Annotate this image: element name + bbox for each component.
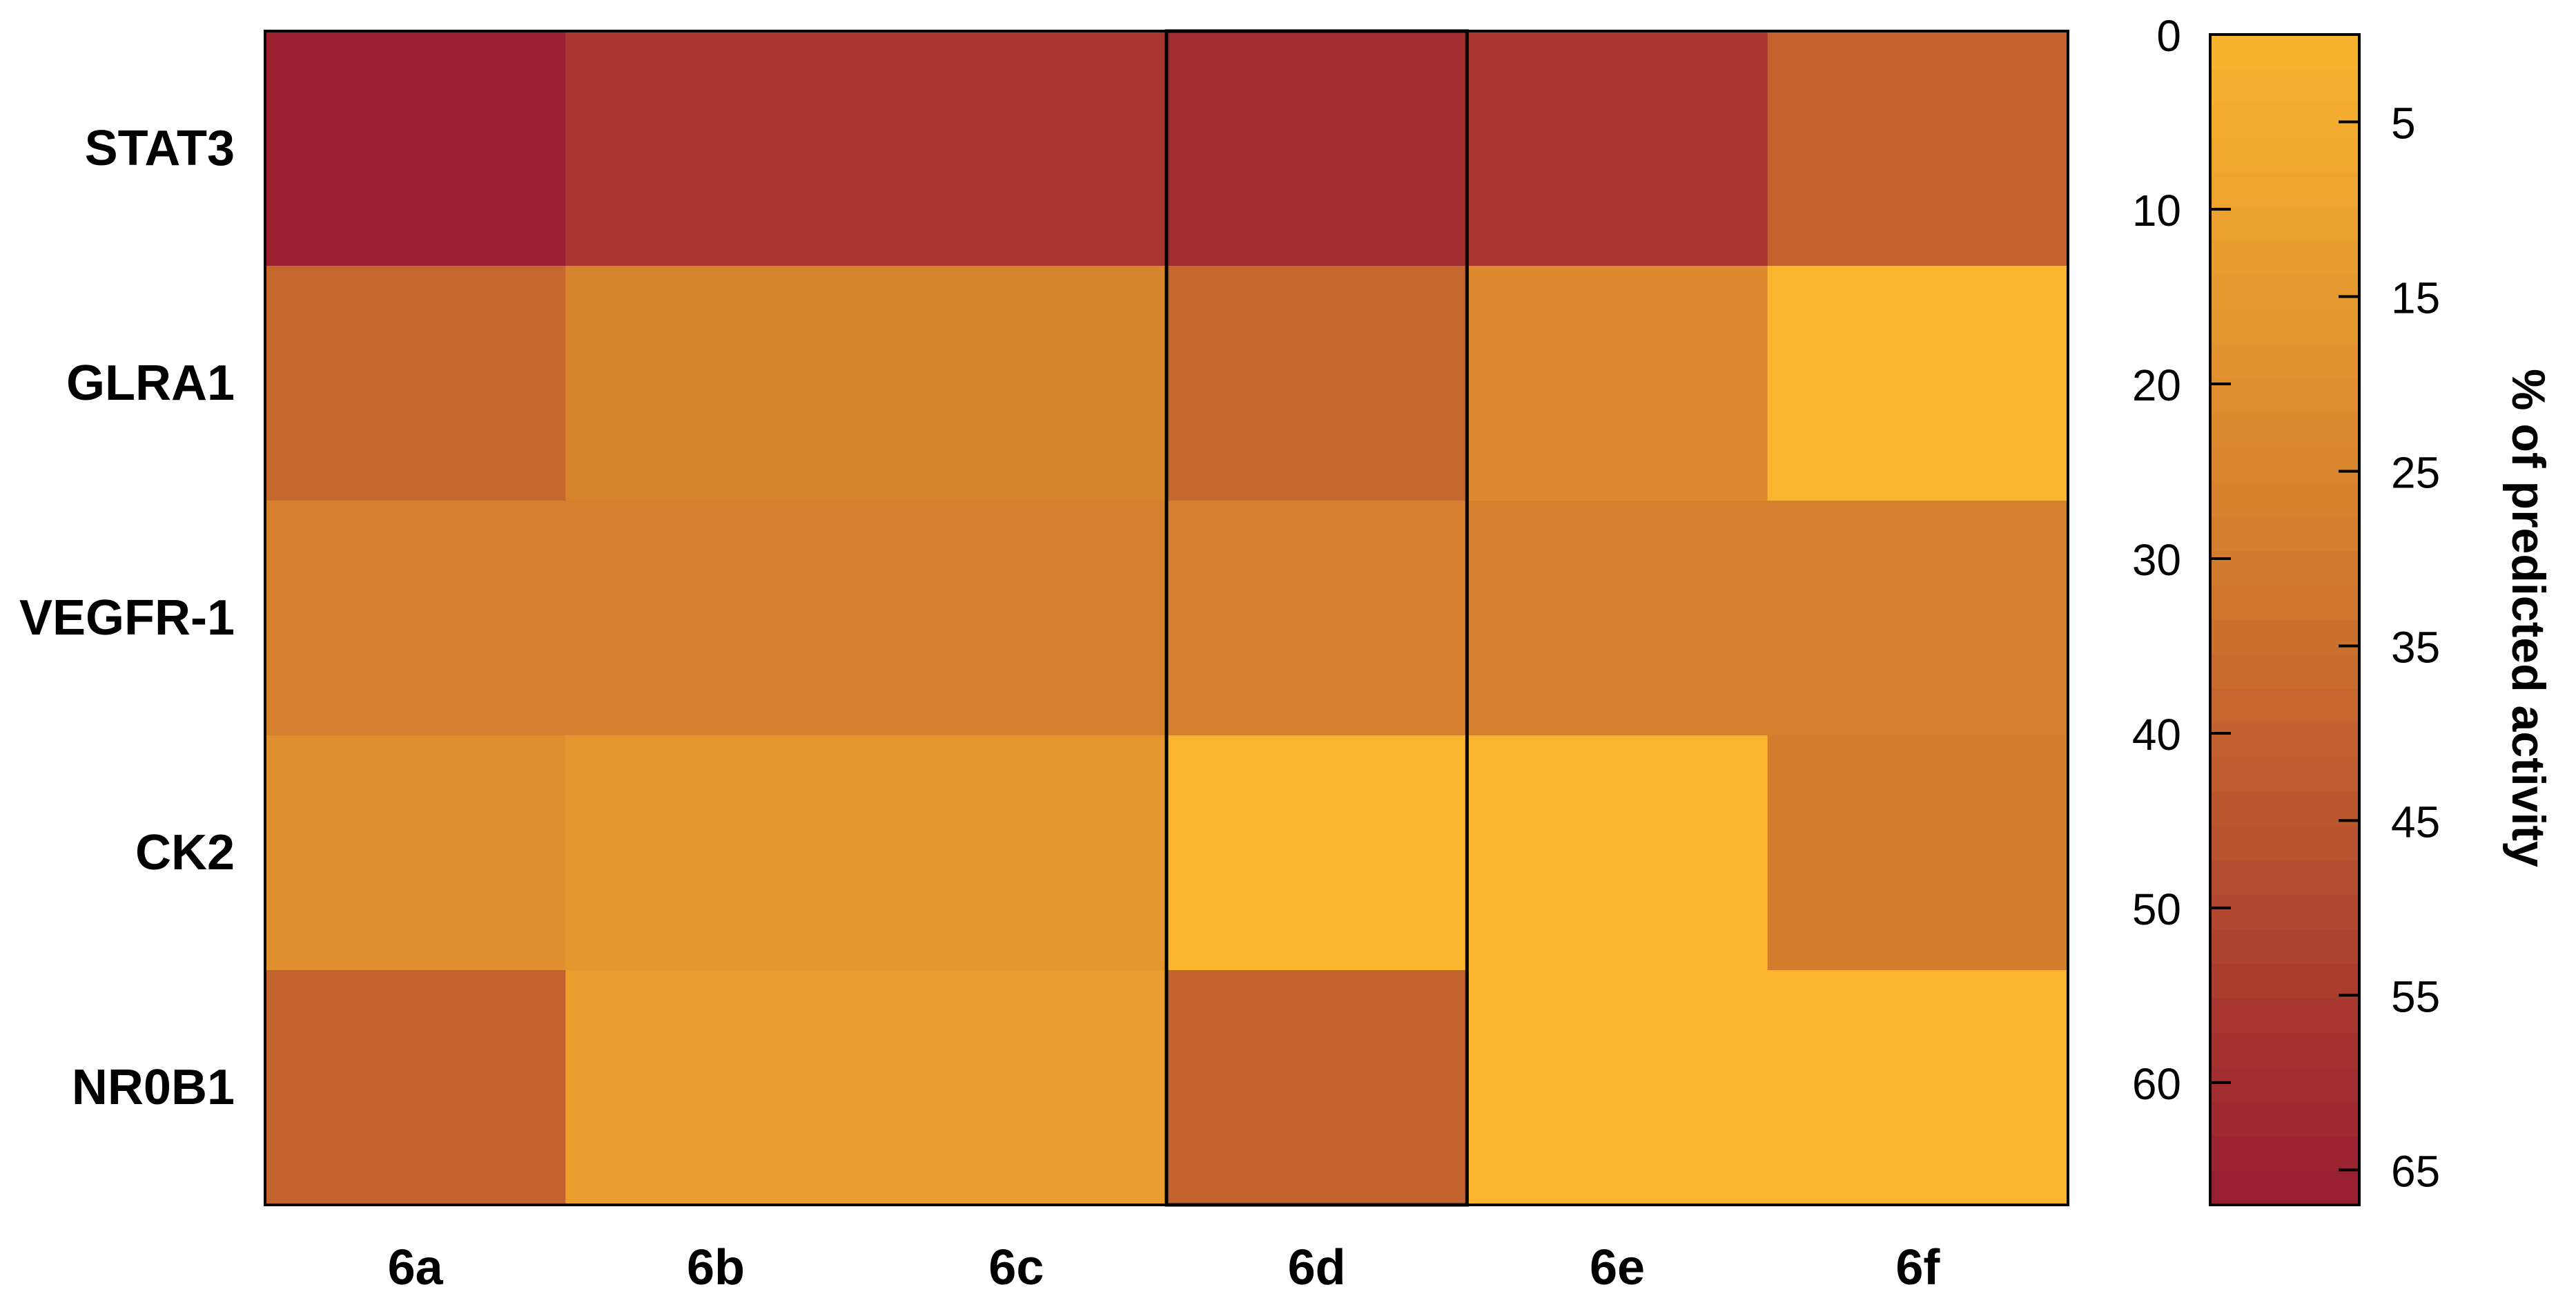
- colorbar-band: [2210, 619, 2359, 655]
- heatmap-cell-nr0b1-6b: [565, 970, 867, 1206]
- heatmap-cell-ck2-6e: [1467, 735, 1768, 971]
- colorbar-tick-label: 0: [2156, 11, 2181, 61]
- column-label: 6f: [1895, 1240, 1940, 1295]
- column-label: 6c: [988, 1240, 1044, 1295]
- heatmap-cell-vegfr-1-6f: [1767, 501, 2069, 736]
- heatmap-cell-ck2-6d: [1167, 735, 1467, 971]
- heatmap-cell-stat3-6a: [265, 31, 566, 267]
- heatmap-cell-nr0b1-6d: [1167, 970, 1467, 1206]
- colorbar-band: [2210, 723, 2359, 758]
- heatmap-cell-nr0b1-6e: [1467, 970, 1768, 1206]
- heatmap-cell-stat3-6e: [1467, 31, 1768, 267]
- column-label: 6d: [1288, 1240, 1346, 1295]
- colorbar-band: [2210, 895, 2359, 930]
- heatmap-cell-stat3-6f: [1767, 31, 2069, 267]
- heatmap-cell-vegfr-1-6e: [1467, 501, 1768, 736]
- column-label: 6e: [1590, 1240, 1645, 1295]
- heatmap-cell-glra1-6d: [1167, 266, 1467, 501]
- heatmap-cell-ck2-6c: [866, 735, 1167, 971]
- colorbar-band: [2210, 309, 2359, 345]
- column-label: 6b: [687, 1240, 745, 1295]
- colorbar-band: [2210, 585, 2359, 621]
- heatmap-cell-ck2-6f: [1767, 735, 2069, 971]
- colorbar-tick-label: 65: [2391, 1146, 2440, 1196]
- row-label: CK2: [135, 825, 235, 880]
- colorbar-band: [2210, 550, 2359, 586]
- heatmap-cell-glra1-6b: [565, 266, 867, 501]
- colorbar-tick-label: 5: [2391, 98, 2416, 148]
- row-label: VEGFR-1: [19, 590, 235, 646]
- heatmap-cell-glra1-6c: [866, 266, 1167, 501]
- highlighted-column-frame: [1164, 29, 1469, 1207]
- colorbar-frame: [2209, 33, 2361, 1206]
- colorbar-band: [2210, 1101, 2359, 1137]
- column-labels: 6a 6b 6c 6d 6e 6f: [388, 1240, 1941, 1295]
- row-label: NR0B1: [72, 1060, 235, 1115]
- colorbar-tick-label: 45: [2391, 797, 2440, 847]
- colorbar-tick-label: 50: [2132, 884, 2181, 934]
- heatmap-cell-glra1-6a: [265, 266, 566, 501]
- row-label: STAT3: [85, 121, 235, 176]
- heatmap-cell-stat3-6d: [1167, 31, 1467, 267]
- colorbar-band: [2210, 791, 2359, 827]
- colorbar-band: [2210, 35, 2359, 70]
- colorbar-band: [2210, 172, 2359, 208]
- colorbar-band: [2210, 206, 2359, 242]
- heatmap-cell-vegfr-1-6a: [265, 501, 566, 736]
- colorbar-band: [2210, 1032, 2359, 1068]
- heatmap-cell-nr0b1-6a: [265, 970, 566, 1206]
- colorbar-band: [2210, 964, 2359, 999]
- colorbar-tick-label: 40: [2132, 710, 2181, 760]
- row-label: GLRA1: [66, 356, 235, 411]
- colorbar-tick-label: 15: [2391, 273, 2440, 322]
- colorbar-band: [2210, 757, 2359, 793]
- colorbar-label: % of predicted activity: [2502, 369, 2555, 867]
- colorbar-band: [2210, 103, 2359, 139]
- colorbar-band: [2210, 482, 2359, 517]
- colorbar-band: [2210, 688, 2359, 724]
- colorbar-tick-label: 10: [2132, 186, 2181, 235]
- heatmap-cell-vegfr-1-6b: [565, 501, 867, 736]
- colorbar-tick-label: 25: [2391, 447, 2440, 497]
- colorbar-tick-label: 60: [2132, 1059, 2181, 1109]
- heatmap-cell-stat3-6c: [866, 31, 1167, 267]
- heatmap-cell-vegfr-1-6d: [1167, 501, 1467, 736]
- heatmap-cell-ck2-6a: [265, 735, 566, 971]
- heatmap-cells: [265, 31, 2069, 1206]
- colorbar-tick-label: 35: [2391, 622, 2440, 672]
- heatmap-cell-vegfr-1-6c: [866, 501, 1167, 736]
- colorbar-band: [2210, 1067, 2359, 1103]
- colorbar-band: [2210, 137, 2359, 173]
- colorbar-tick-label: 30: [2132, 535, 2181, 585]
- colorbar-band: [2210, 998, 2359, 1034]
- colorbar-tick-label: 20: [2132, 360, 2181, 410]
- colorbar-band: [2210, 860, 2359, 896]
- colorbar-band: [2210, 241, 2359, 276]
- heatmap-cell-ck2-6b: [565, 735, 867, 971]
- heatmap-cell-stat3-6b: [565, 31, 867, 267]
- colorbar-band: [2210, 929, 2359, 965]
- colorbar-band: [2210, 275, 2359, 311]
- colorbar-band: [2210, 1136, 2359, 1171]
- heatmap-cell-glra1-6e: [1467, 266, 1768, 501]
- colorbar-band: [2210, 447, 2359, 483]
- column-label: 6a: [388, 1240, 444, 1295]
- colorbar-band: [2210, 378, 2359, 414]
- row-labels: STAT3 GLRA1 VEGFR-1 CK2 NR0B1: [19, 121, 235, 1115]
- colorbar-band: [2210, 68, 2359, 104]
- colorbar-band: [2210, 1170, 2359, 1206]
- colorbar-band: [2210, 654, 2359, 690]
- heatmap-cell-glra1-6f: [1767, 266, 2069, 501]
- heatmap-cell-nr0b1-6f: [1767, 970, 2069, 1206]
- colorbar-band: [2210, 516, 2359, 552]
- colorbar-band: [2210, 826, 2359, 862]
- heatmap-cell-nr0b1-6c: [866, 970, 1167, 1206]
- colorbar-band: [2210, 344, 2359, 380]
- colorbar: 0 10 20 30 40 50 60 5 15 25 35 45 55 65: [2132, 11, 2440, 1206]
- colorbar-tick-label: 55: [2391, 972, 2440, 1021]
- colorbar-band: [2210, 413, 2359, 449]
